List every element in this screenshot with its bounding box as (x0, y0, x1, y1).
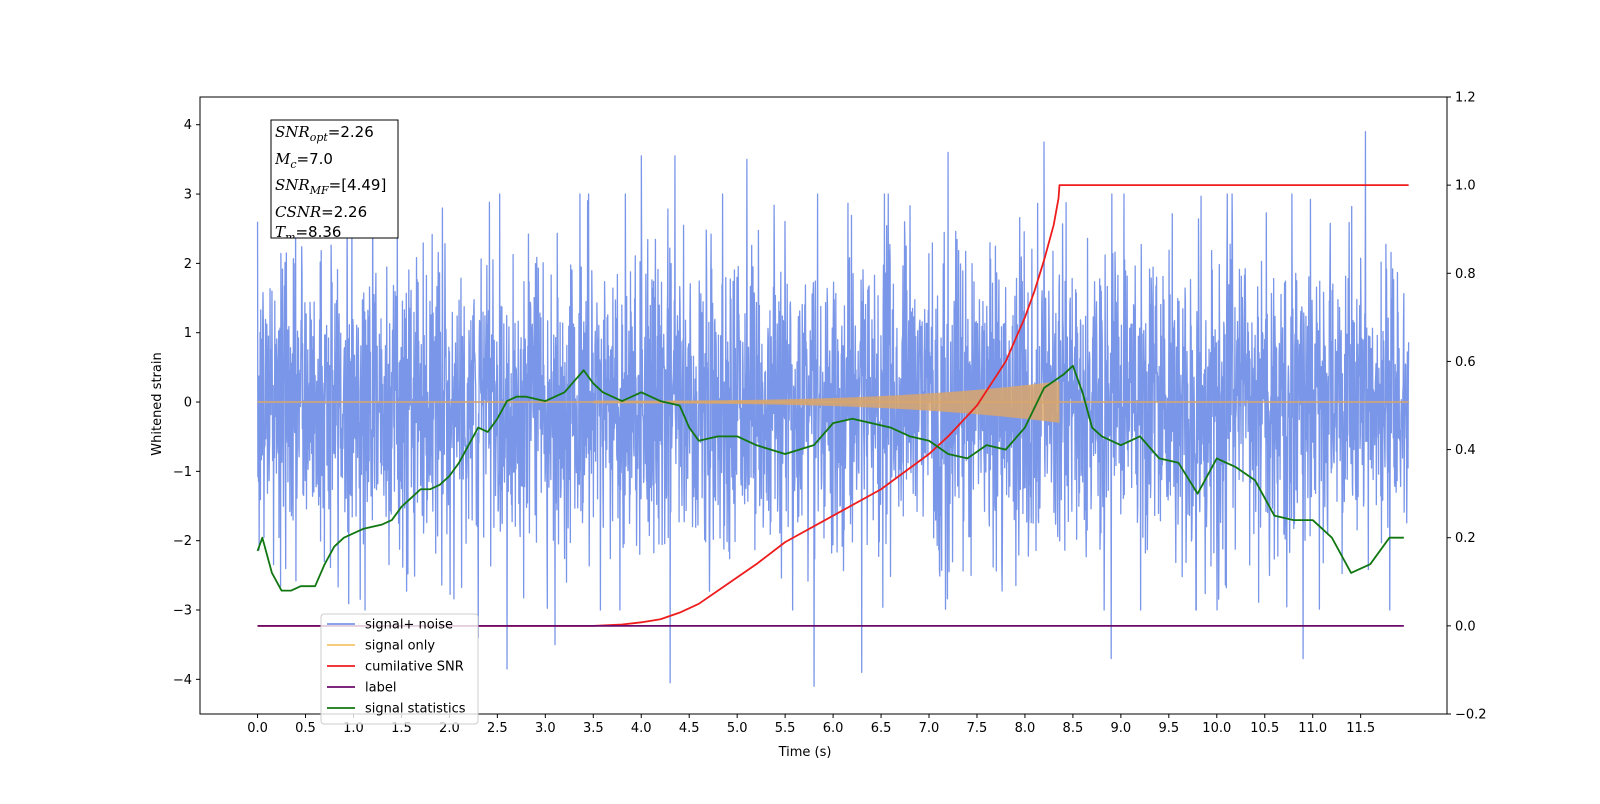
series-cumilative-snr-line (257, 184, 1409, 627)
series-layer (256, 131, 1410, 687)
x-tick-label: 0.0 (247, 721, 268, 736)
y-left-tick-label: 3 (184, 188, 192, 203)
annotation-snr-opt: SNRopt=2.26 (275, 123, 374, 144)
x-tick-label: 6.5 (871, 721, 892, 736)
y-axis-right-ticks: 1.2 1.0 0.8 0.6 0.4 0.2 0.0 −0.2 (1447, 91, 1487, 723)
y-right-tick-label: 1.2 (1455, 91, 1476, 106)
x-tick-label: 3.5 (583, 721, 604, 736)
y-left-tick-label: 0 (184, 396, 192, 411)
y-left-tick-label: 4 (184, 118, 192, 133)
x-tick-label: 4.5 (679, 721, 700, 736)
x-tick-label: 7.0 (919, 721, 940, 736)
y-right-tick-label: 0.8 (1455, 267, 1476, 282)
x-tick-label: 4.0 (631, 721, 652, 736)
x-tick-label: 6.0 (823, 721, 844, 736)
x-tick-label: 2.5 (487, 721, 508, 736)
legend-label: signal only (365, 639, 435, 654)
x-tick-label: 9.0 (1111, 721, 1132, 736)
x-tick-label: 9.5 (1158, 721, 1179, 736)
x-tick-label: 0.5 (295, 721, 316, 736)
x-tick-label: 11.0 (1298, 721, 1327, 736)
x-tick-label: 11.5 (1346, 721, 1375, 736)
y-axis-left-label: Whitened strain (150, 352, 165, 455)
x-tick-label: 8.5 (1063, 721, 1084, 736)
x-tick-label: 1.5 (391, 721, 412, 736)
annotation-mc: Mc=7.0 (275, 149, 333, 171)
y-right-tick-label: 1.0 (1455, 179, 1476, 194)
series-signal-noise-line (256, 131, 1410, 687)
legend-frame (320, 613, 479, 725)
annotation-box: SNRopt=2.26 Mc=7.0 SNRMF=[4.49] CSNR=2.2… (270, 119, 399, 239)
plot-frame (199, 96, 1448, 715)
x-tick-label: 8.0 (1015, 721, 1036, 736)
y-right-tick-label: 0.4 (1455, 443, 1476, 458)
y-left-tick-label: −2 (173, 534, 192, 549)
y-right-tick-label: −0.2 (1455, 708, 1487, 723)
series-signal-statistics-line (256, 364, 1404, 592)
y-right-tick-label: 0.0 (1455, 619, 1476, 634)
x-tick-label: 10.5 (1250, 721, 1279, 736)
x-tick-label: 1.0 (343, 721, 364, 736)
annotation-snr-mf: SNRMF=[4.49] (275, 176, 387, 197)
x-axis-label: Time (s) (778, 745, 832, 760)
y-left-tick-label: −1 (173, 465, 192, 480)
legend-label: signal statistics (365, 702, 466, 717)
legend-label: signal+ noise (365, 618, 453, 633)
legend-label: label (365, 681, 396, 696)
x-tick-label: 5.5 (775, 721, 796, 736)
x-tick-label: 7.5 (967, 721, 988, 736)
x-tick-label: 5.0 (727, 721, 748, 736)
x-tick-label: 10.0 (1202, 721, 1231, 736)
x-tick-label: 2.0 (439, 721, 460, 736)
y-right-tick-label: 0.6 (1455, 355, 1476, 370)
annotation-csnr: CSNR=2.26 (275, 202, 368, 221)
legend: signal+ noise signal only cumilative SNR la… (320, 613, 479, 725)
legend-label: cumilative SNR (365, 660, 464, 675)
y-left-tick-label: 1 (184, 326, 192, 341)
y-axis-left-ticks: 4 3 2 1 0 −1 −2 −3 −4 (173, 118, 200, 688)
series-signal-only-chirp (593, 377, 1060, 427)
y-left-tick-label: −3 (173, 604, 192, 619)
x-axis-ticks: 0.0 0.5 1.0 1.5 2.0 2.5 3.0 3.5 4.0 4.5 5.0 5.5 6.0 6… (247, 714, 1375, 736)
y-left-tick-label: −4 (173, 673, 192, 688)
annotation-tm: Tm=8.36 (275, 223, 342, 238)
y-left-tick-label: 2 (184, 257, 192, 272)
x-tick-label: 3.0 (535, 721, 556, 736)
y-right-tick-label: 0.2 (1455, 531, 1476, 546)
